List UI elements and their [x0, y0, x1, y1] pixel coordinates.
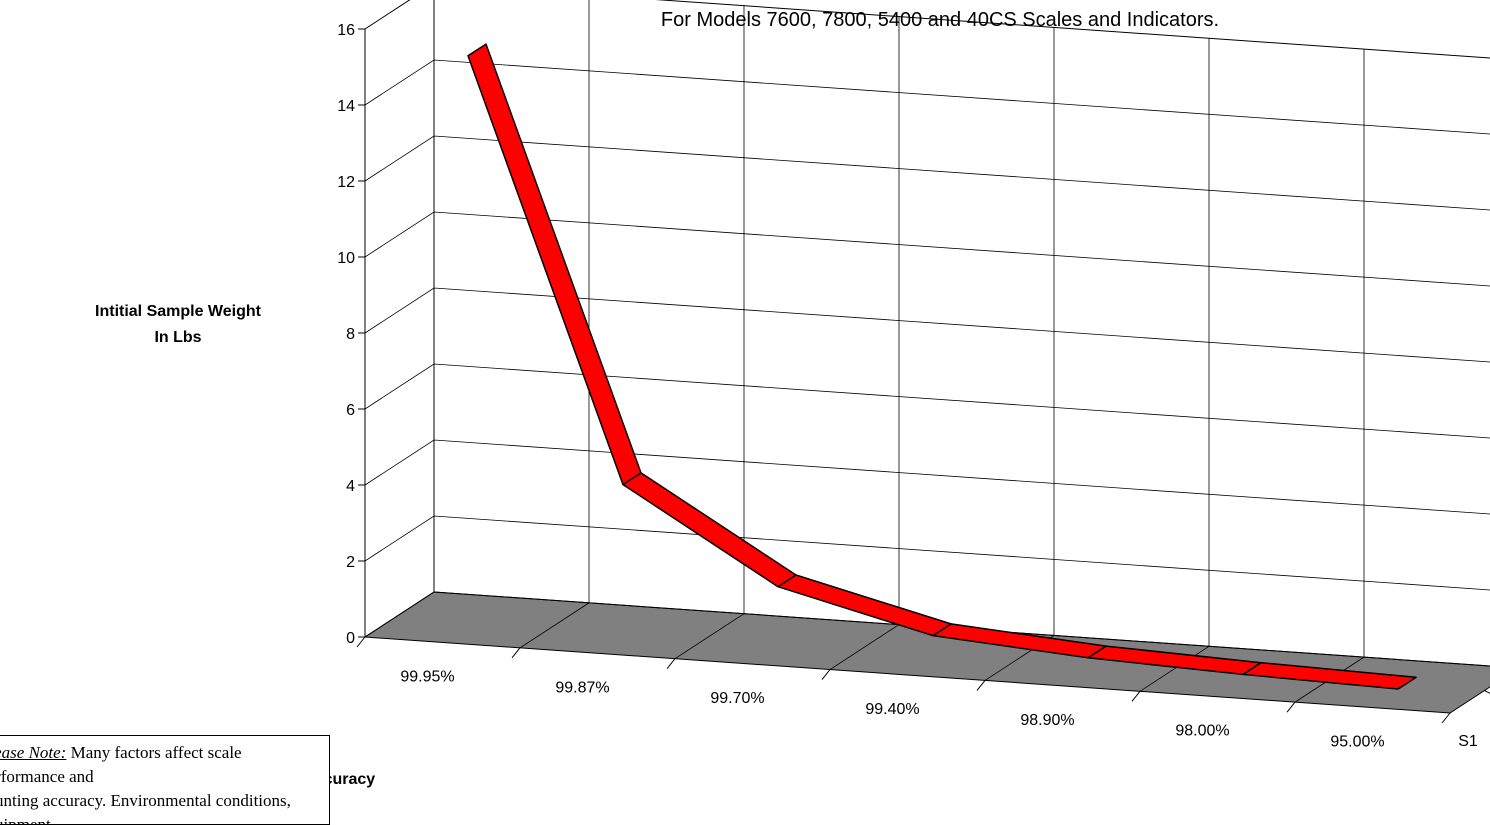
- ribbon-segment: [468, 44, 641, 485]
- x-tick-label: 99.40%: [865, 701, 919, 718]
- x-tick: [357, 637, 365, 647]
- y-axis-label-line2: In Lbs: [154, 329, 201, 346]
- y-tick-label: 12: [337, 174, 355, 191]
- y-tick-label: 14: [337, 98, 355, 115]
- series-label: S1: [1458, 733, 1478, 750]
- gridline-h: [365, 288, 1490, 364]
- left-wall: [365, 0, 434, 637]
- x-tick-label: 98.00%: [1175, 723, 1229, 740]
- note-box: Please Note: Many factors affect scale p…: [0, 735, 330, 825]
- x-tick: [1287, 702, 1295, 712]
- series-ribbon: [468, 44, 1416, 689]
- series-tick: [1485, 691, 1490, 697]
- y-axis-label-line1: Intitial Sample Weight: [95, 303, 262, 320]
- y-tick-label: 16: [337, 22, 355, 39]
- y-tick-label: 6: [346, 402, 355, 419]
- y-tick-label: 0: [346, 630, 355, 647]
- x-tick: [977, 680, 985, 690]
- y-tick-label: 8: [346, 326, 355, 343]
- y-tick-label: 10: [337, 250, 355, 267]
- ribbon-segment: [623, 473, 796, 587]
- x-tick: [822, 670, 830, 680]
- x-tick: [1442, 713, 1450, 723]
- gridline-h: [365, 516, 1490, 592]
- gridline-h: [365, 364, 1490, 440]
- y-tick-label: 2: [346, 554, 355, 571]
- y-axis: 0 2 4 6 8 10 12 14 16: [337, 22, 365, 647]
- x-tick: [667, 659, 675, 669]
- x-tick-label: 99.70%: [710, 690, 764, 707]
- note-text-2: counting accuracy. Environmental conditi…: [0, 789, 321, 825]
- x-tick: [512, 648, 520, 658]
- x-tick-label: 99.95%: [400, 668, 454, 685]
- gridline-h: [365, 60, 1490, 136]
- x-tick-label: 98.90%: [1020, 712, 1074, 729]
- chart-title: For Models 7600, 7800, 5400 and 40CS Sca…: [661, 9, 1219, 31]
- chart-area: For Models 7600, 7800, 5400 and 40CS Sca…: [0, 0, 1490, 806]
- note-lead: Please Note:: [0, 743, 66, 762]
- gridline-h: [365, 440, 1490, 516]
- x-tick-label: 99.87%: [555, 679, 609, 696]
- chart-floor: [365, 592, 1490, 713]
- back-wall: [434, 0, 1490, 668]
- x-tick: [1132, 691, 1140, 701]
- x-tick-label: 95.00%: [1330, 734, 1384, 751]
- chart-walls: [365, 0, 1490, 713]
- y-tick-label: 4: [346, 478, 355, 495]
